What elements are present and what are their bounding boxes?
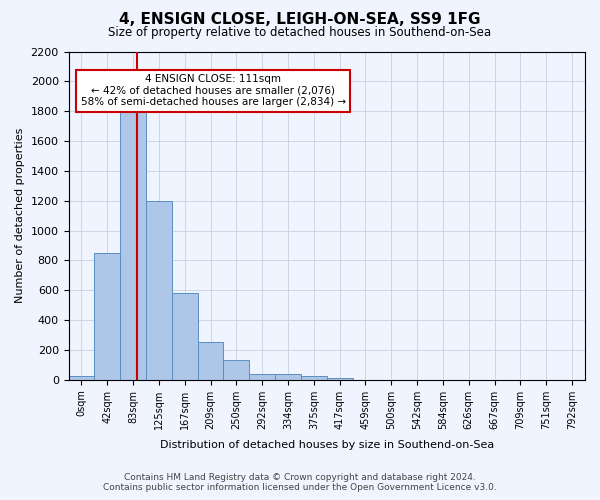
Text: Size of property relative to detached houses in Southend-on-Sea: Size of property relative to detached ho… [109, 26, 491, 39]
Bar [120, 111, 146, 380]
Bar [301, 376, 327, 380]
Bar [94, 253, 120, 380]
Text: 4, ENSIGN CLOSE, LEIGH-ON-SEA, SS9 1FG: 4, ENSIGN CLOSE, LEIGH-ON-SEA, SS9 1FG [119, 12, 481, 28]
Y-axis label: Number of detached properties: Number of detached properties [15, 128, 25, 304]
Bar [275, 374, 301, 380]
Bar [146, 200, 172, 380]
X-axis label: Distribution of detached houses by size in Southend-on-Sea: Distribution of detached houses by size … [160, 440, 494, 450]
Bar [249, 374, 275, 380]
Text: Contains HM Land Registry data © Crown copyright and database right 2024.
Contai: Contains HM Land Registry data © Crown c… [103, 473, 497, 492]
Bar [223, 360, 249, 380]
Text: 4 ENSIGN CLOSE: 111sqm
← 42% of detached houses are smaller (2,076)
58% of semi-: 4 ENSIGN CLOSE: 111sqm ← 42% of detached… [80, 74, 346, 108]
Bar [197, 342, 223, 380]
Bar [172, 293, 197, 380]
Bar [68, 376, 94, 380]
Bar [327, 378, 353, 380]
